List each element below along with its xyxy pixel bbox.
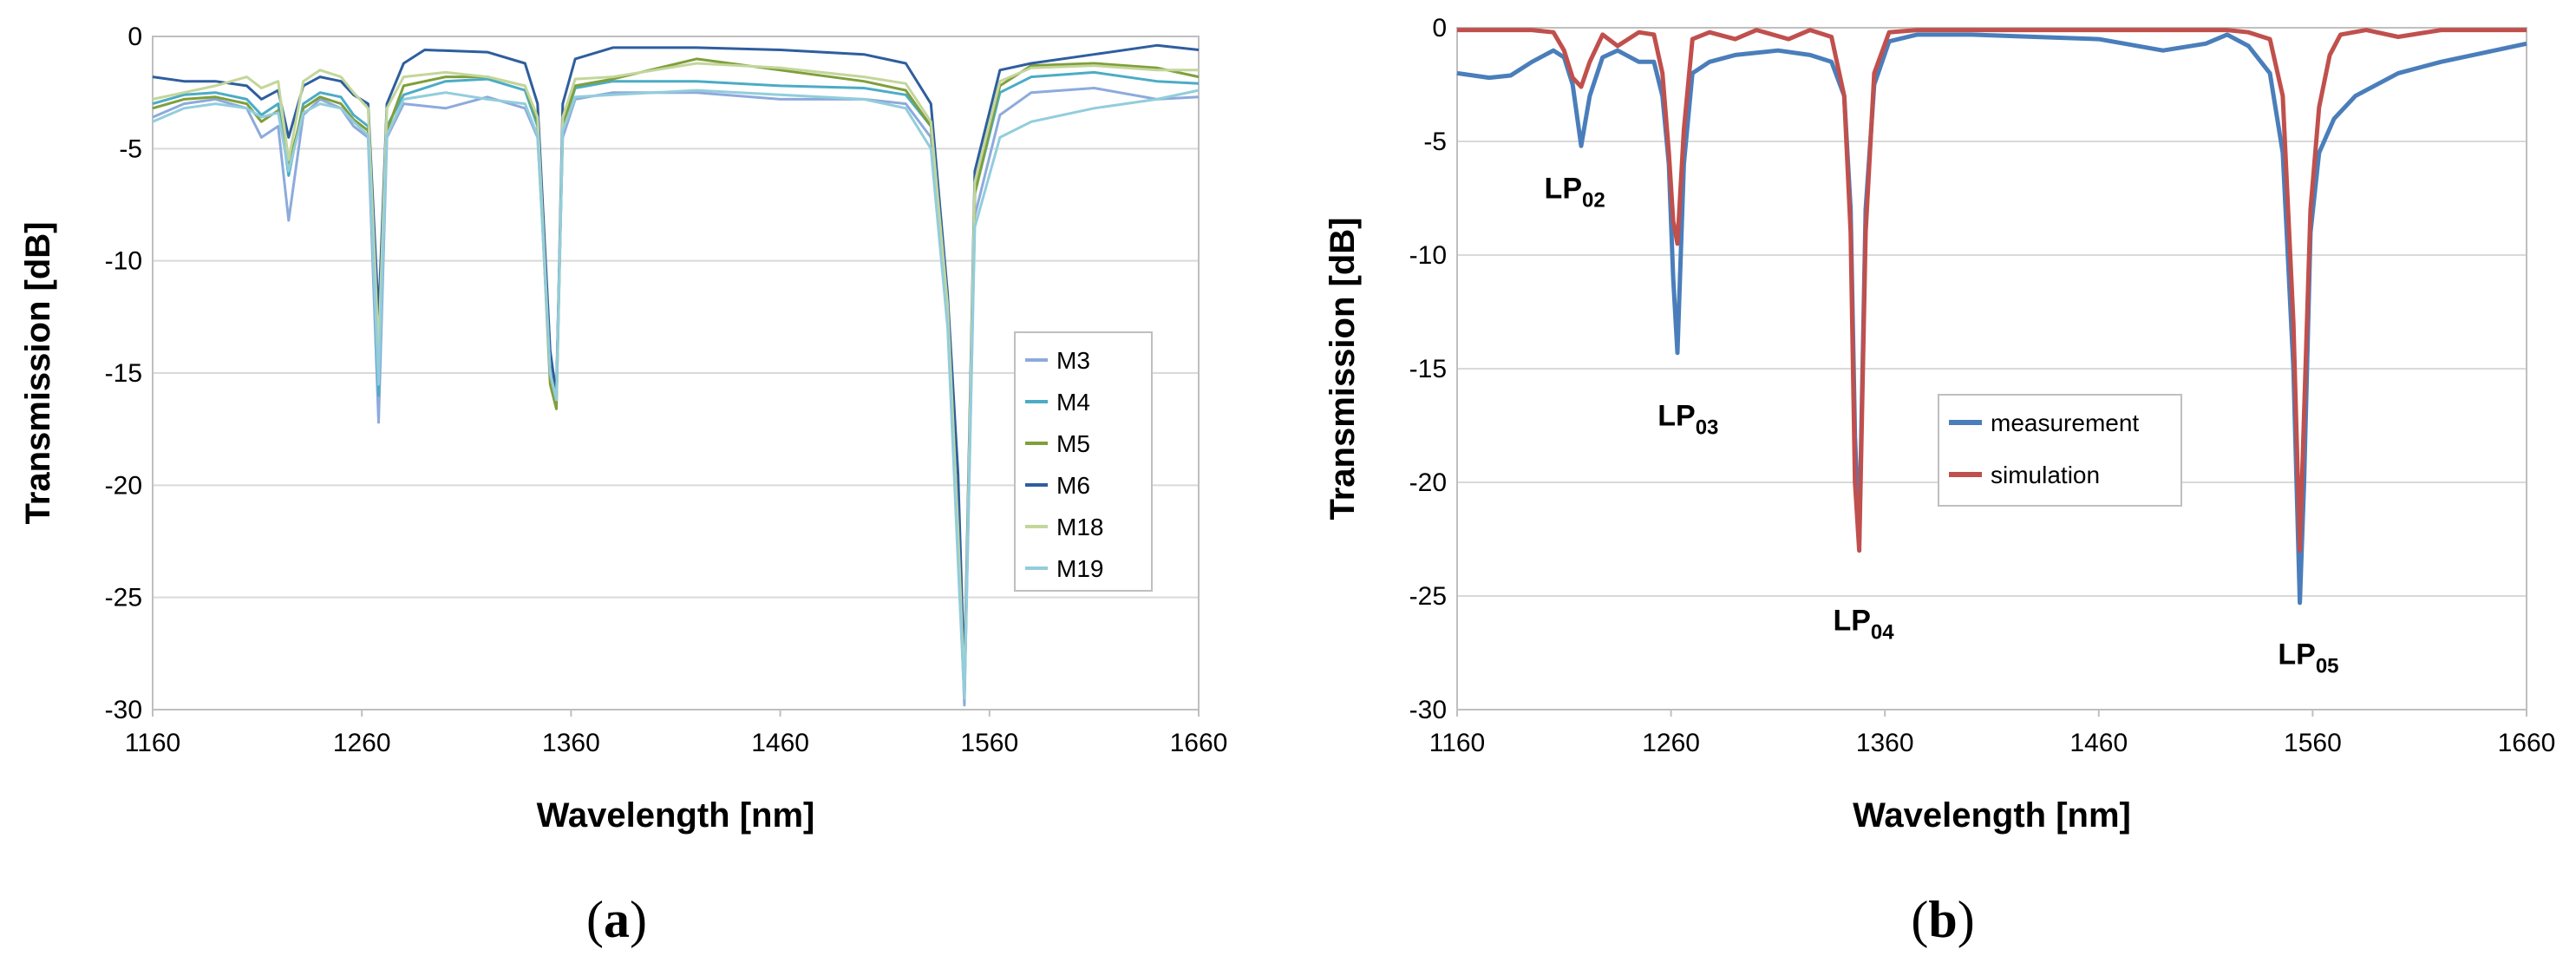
x-tick-label: 1360 [1856, 729, 1914, 757]
series-line-simulation [1457, 28, 2527, 553]
legend-entry: measurement [1991, 409, 2139, 436]
y-tick-label: -30 [1409, 696, 1447, 724]
x-tick-label: 1560 [960, 729, 1018, 757]
legend-entry: M18 [1056, 514, 1103, 540]
x-axis-title: Wavelength [nm] [537, 796, 815, 835]
y-tick-label: -15 [1409, 355, 1447, 383]
mode-label-lp04: LP04 [1833, 604, 1894, 644]
y-tick-label: -25 [105, 584, 142, 612]
x-tick-label: 1660 [1170, 729, 1228, 757]
chart-panel-b: 0 -5 -10 -15 -20 -25 -30 1160 1260 1360 1460 1560 16… [1324, 14, 2555, 948]
y-axis-title: Transmission [dB] [19, 222, 57, 525]
y-tick-label: 0 [127, 23, 142, 51]
panel-label: (a) [586, 891, 647, 948]
x-tick-label: 1560 [2284, 729, 2342, 757]
legend-entry: M4 [1056, 389, 1090, 416]
legend-box [1938, 394, 2182, 507]
panel-label: (b) [1911, 891, 1974, 948]
y-tick-label: -10 [1409, 241, 1447, 270]
y-tick-label: -15 [105, 359, 142, 388]
series-line-m19 [152, 88, 1200, 700]
series-line-measurement [1456, 32, 2527, 606]
x-axis-title: Wavelength [nm] [1853, 796, 2131, 835]
y-tick-label: -10 [105, 247, 142, 276]
x-tick-label: 1660 [2498, 729, 2556, 757]
plot-frame [1456, 27, 2527, 710]
x-tick-label: 1460 [751, 729, 809, 757]
x-tick-label: 1160 [1429, 729, 1486, 757]
legend-box [1014, 331, 1153, 592]
y-tick-label: -5 [119, 134, 142, 163]
legend-entry: M19 [1056, 555, 1103, 582]
y-tick-label: -20 [105, 471, 142, 500]
x-tick-label: 1460 [2069, 729, 2128, 757]
legend-entry: M5 [1056, 430, 1090, 457]
plot-frame [152, 36, 1200, 710]
x-tick-label: 1260 [1642, 729, 1700, 757]
chart-panel-a: 0 -5 -10 -15 -20 -25 -30 1160 1260 1360 1460 1560 16… [19, 23, 1227, 948]
y-tick-label: 0 [1432, 14, 1447, 43]
x-tick-label: 1360 [542, 729, 600, 757]
x-tick-label: 1260 [333, 729, 391, 757]
y-axis-title: Transmission [dB] [1324, 218, 1362, 521]
mode-label-lp05: LP05 [2278, 638, 2338, 678]
y-tick-label: -20 [1409, 468, 1447, 497]
y-tick-label: -30 [105, 696, 142, 724]
legend-entry: simulation [1991, 462, 2100, 488]
y-tick-label: -25 [1409, 582, 1447, 611]
x-tick-label: 1160 [125, 729, 181, 757]
mode-label-lp03: LP03 [1657, 400, 1718, 440]
legend-entry: M6 [1056, 472, 1090, 499]
mode-label-lp02: LP02 [1545, 173, 1605, 213]
y-tick-label: -5 [1423, 128, 1447, 156]
legend-entry: M3 [1056, 347, 1090, 374]
